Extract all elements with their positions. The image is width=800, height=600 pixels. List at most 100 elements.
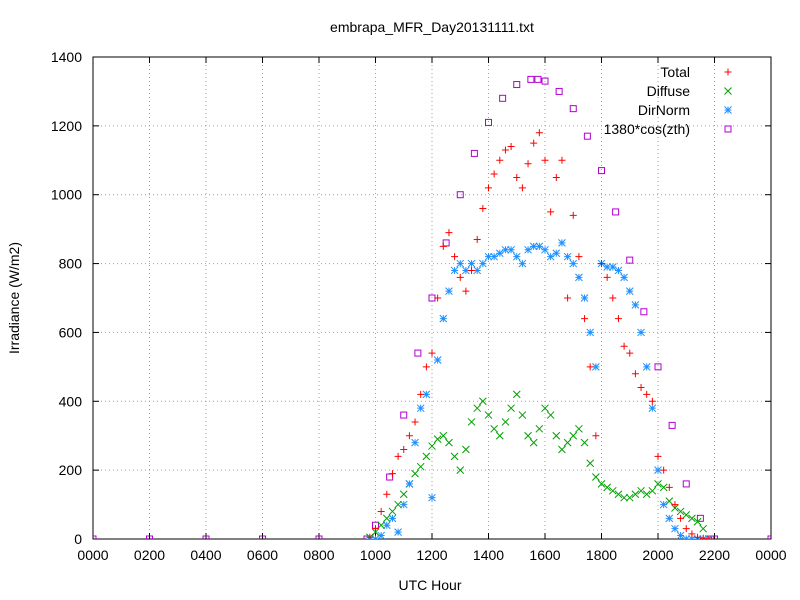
data-point [631,301,640,309]
data-point [417,390,425,398]
data-point [388,514,397,523]
grid [93,57,771,539]
data-point [394,500,402,509]
data-point [637,328,645,337]
x-tick-label: 1800 [586,547,617,563]
data-point [558,239,566,247]
data-point [146,535,153,539]
data-point [372,525,379,533]
data-point [518,184,526,192]
data-point [382,521,391,530]
data-point [428,349,436,357]
data-point [648,486,657,495]
data-point [478,397,487,406]
data-point [580,294,589,302]
data-point [547,208,555,216]
data-point [428,442,436,450]
data-point [625,287,634,295]
data-point [478,259,487,268]
data-point [711,535,718,539]
data-point [654,363,662,371]
y-tick-label: 400 [59,393,83,409]
data-point [382,514,391,523]
data-point [490,252,499,261]
data-point [439,242,447,250]
data-point [558,445,566,454]
data-point [612,208,620,216]
data-point [529,438,538,447]
data-point [462,287,470,295]
data-point [603,273,611,281]
data-point [399,490,408,499]
x-tick-label: 0000 [77,547,108,563]
data-point [688,514,696,523]
y-tick-label: 600 [59,324,83,340]
data-point [699,524,708,533]
data-point [416,462,425,471]
data-point [501,146,509,154]
data-point [513,174,521,181]
data-point [564,294,572,302]
data-point [456,191,464,199]
data-point [665,514,674,523]
data-point [631,370,639,378]
data-point [671,524,679,533]
data-point [592,432,600,440]
data-point [535,242,544,251]
legend-label: 1380*cos(zth) [604,121,690,137]
data-point [445,438,453,447]
data-point [512,390,521,399]
data-point [575,253,583,261]
data-point [552,249,561,258]
data-point [563,252,572,261]
x-tick-label: 1200 [416,547,447,563]
data-point [598,167,605,175]
data-point [366,533,374,539]
data-point [581,315,589,323]
data-point [648,404,657,413]
data-point [399,500,408,509]
data-point [648,397,656,405]
data-point [699,534,707,539]
legend-marker [724,87,732,95]
x-tick-label: 0000 [755,547,786,563]
data-point [456,273,464,281]
data-point [620,493,628,502]
data-point [569,431,578,440]
data-point [524,245,532,254]
y-tick-label: 1200 [51,118,82,134]
x-tick-label: 1000 [360,547,391,563]
data-point [665,483,673,491]
data-point [473,235,481,243]
data-point [527,75,535,83]
data-point [682,480,690,488]
data-point [654,480,662,488]
data-point [484,252,493,261]
data-point [626,256,634,264]
data-point [642,363,651,371]
data-point [676,507,685,516]
data-point [530,139,538,147]
data-point [468,266,476,274]
data-point [473,404,482,413]
data-point [501,418,510,426]
data-point [416,404,425,413]
legend-marker [724,68,732,76]
data-point [422,390,431,399]
x-tick-label: 0800 [303,547,334,563]
data-point [637,384,645,392]
data-point [518,411,527,419]
data-point [563,438,572,447]
data-point [377,521,386,530]
data-point [569,105,577,113]
data-point [608,263,617,271]
data-point [496,156,504,164]
data-point [411,469,419,478]
data-point [467,259,476,268]
y-tick-label: 200 [59,462,83,478]
data-point [603,263,612,271]
x-axis-label: UTC Hour [398,577,461,593]
x-tick-labels: 0000 0200 0400 0600 0800 1000 1200 1400 1600 1800… [77,547,786,563]
data-point [688,530,696,538]
data-point [456,259,465,268]
